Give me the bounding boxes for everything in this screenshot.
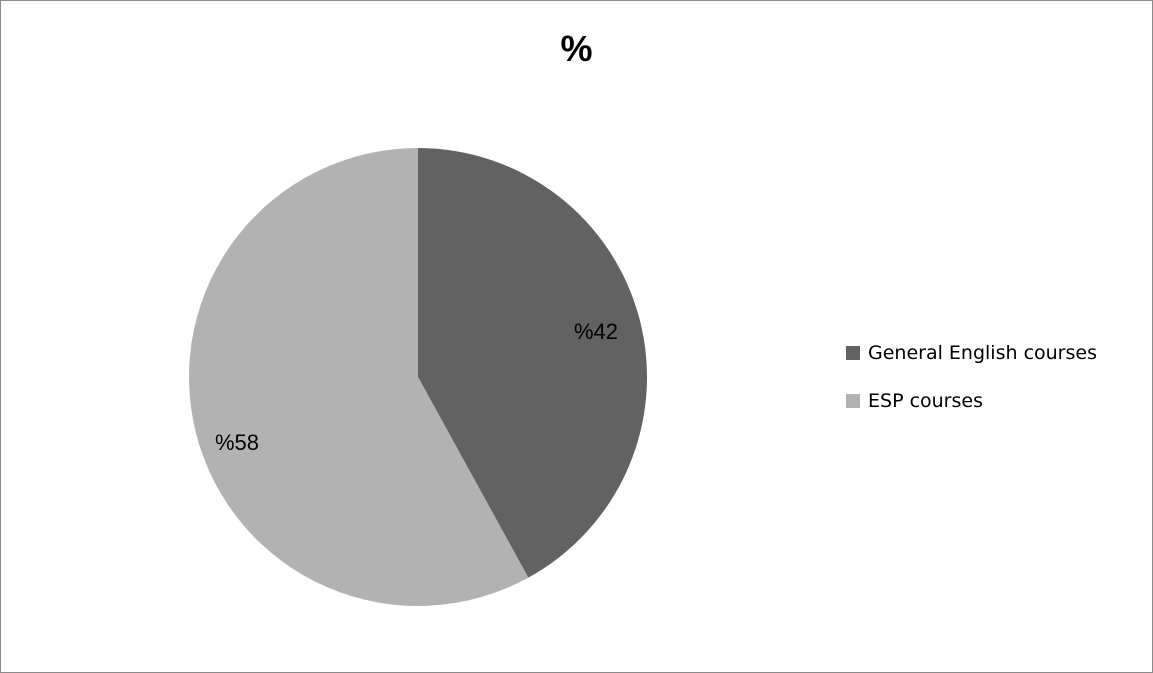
chart-title: % [560,28,593,69]
data-label-general-english: %42 [574,319,618,344]
pie-slice-esp [189,147,529,606]
legend-swatch-esp [846,394,860,408]
legend-label-esp: ESP courses [868,390,983,412]
legend-swatch-general-english [846,346,860,360]
legend: General English courses ESP courses [846,340,1097,436]
legend-label-general-english: General English courses [868,342,1097,364]
data-label-esp: %58 [215,430,259,455]
legend-item-esp: ESP courses [846,388,1097,414]
pie-slice-general-english [418,148,648,578]
legend-item-general-english: General English courses [846,340,1097,366]
